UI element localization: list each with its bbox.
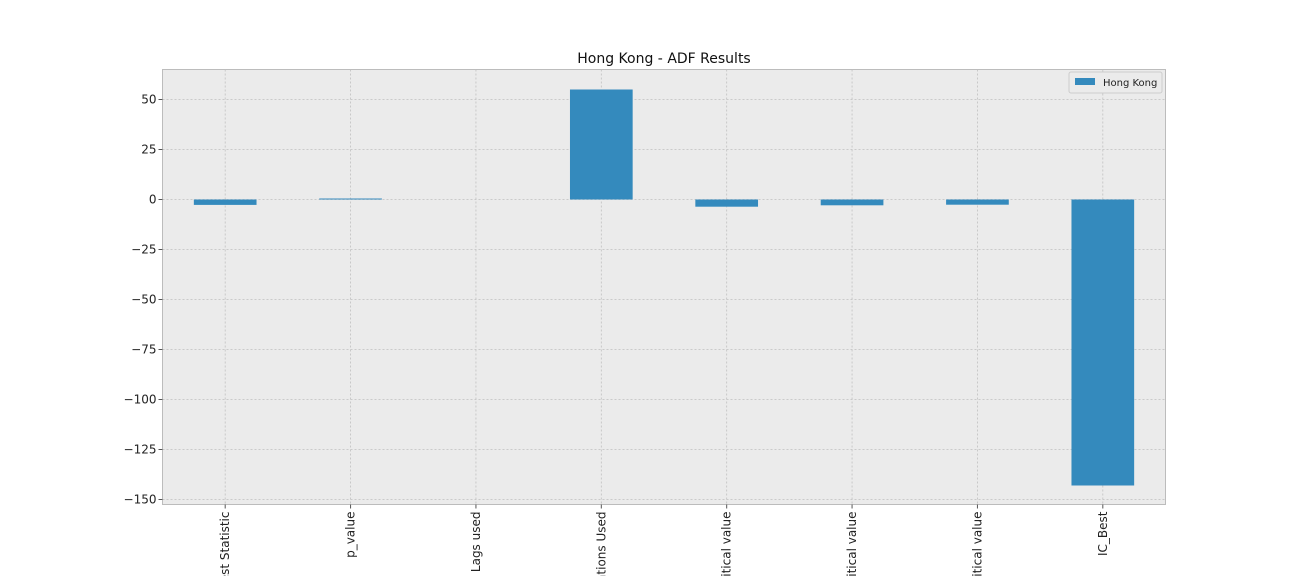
- bar: [193, 199, 257, 205]
- bar: [695, 199, 759, 207]
- y-tick-label: 50: [141, 93, 156, 107]
- y-tick-label: −75: [131, 343, 156, 357]
- legend-box: [1068, 71, 1163, 94]
- y-tick-label: −100: [124, 393, 157, 407]
- chart-title: Hong Kong - ADF Results: [577, 51, 750, 67]
- legend-label: Hong Kong: [1103, 78, 1157, 89]
- bar-series: [193, 89, 1135, 486]
- y-tick-label: −125: [124, 443, 157, 457]
- x-tick-label: est Statistic: [218, 512, 232, 576]
- y-tick-label: −150: [124, 493, 157, 507]
- x-tick-label: ritical value: [845, 512, 859, 576]
- bar: [319, 198, 382, 200]
- bar: [820, 199, 884, 206]
- x-tick-label: IC_Best: [1096, 511, 1110, 556]
- y-tick-label: −50: [131, 293, 156, 307]
- x-tick-label: ritical value: [720, 512, 734, 576]
- bar: [569, 89, 633, 200]
- plot-area: [162, 69, 1166, 505]
- x-tick-label: p_value: [344, 512, 358, 558]
- y-tick-label: 0: [149, 193, 157, 207]
- y-tick-label: −25: [131, 243, 156, 257]
- legend-swatch: [1075, 78, 1095, 85]
- bar: [946, 199, 1009, 205]
- x-axis: est Statistic p_value Lags used ations Used…: [218, 504, 1110, 576]
- legend: Hong Kong: [1068, 71, 1163, 94]
- x-tick-label: Lags used: [469, 512, 483, 573]
- y-axis: 50 25 0 −25 −50 −75 −100 −125 −150: [124, 93, 163, 507]
- x-tick-label: ations Used: [594, 512, 608, 576]
- bar: [1071, 199, 1135, 486]
- y-tick-label: 25: [141, 143, 156, 157]
- x-tick-label: ritical value: [970, 512, 984, 576]
